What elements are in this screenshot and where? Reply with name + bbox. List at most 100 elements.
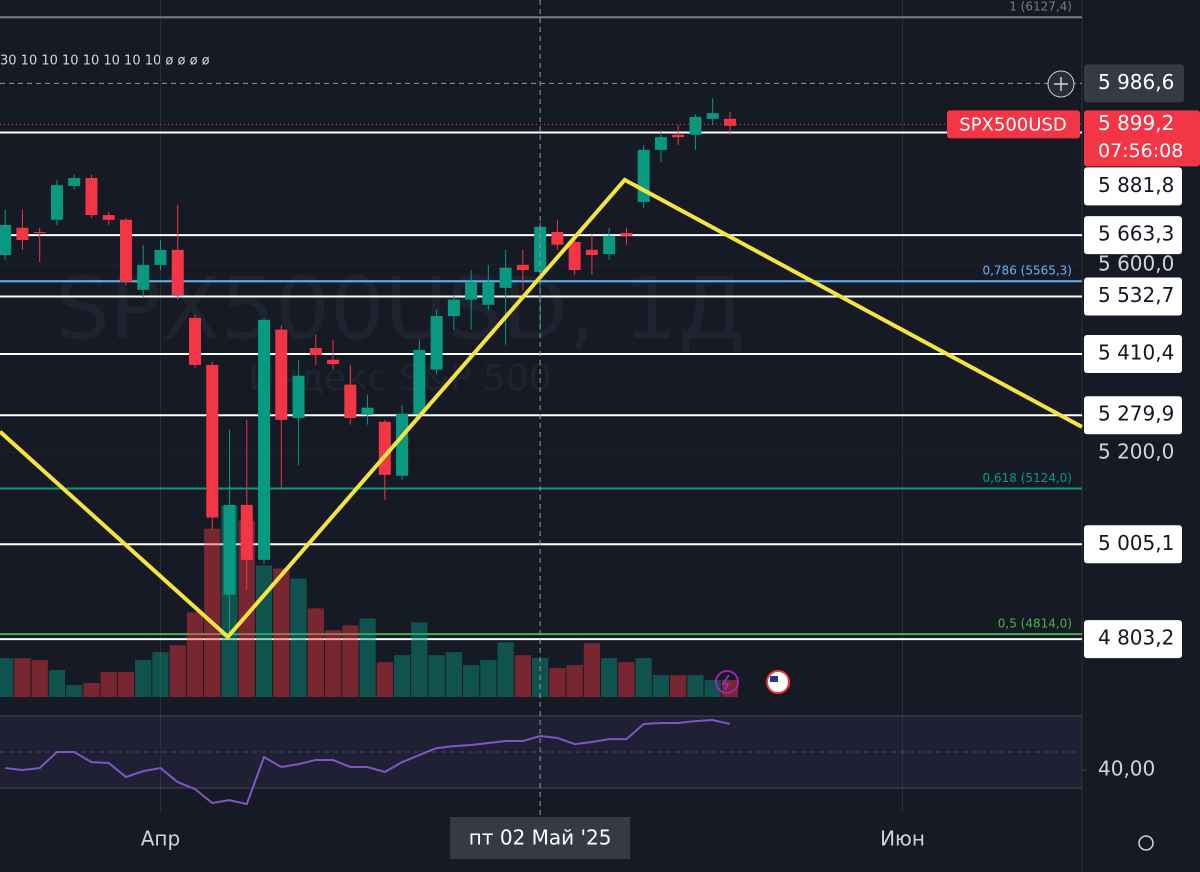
candle-body <box>465 281 478 300</box>
level-label: 5 410,4 <box>1098 340 1174 364</box>
candle-body <box>258 319 271 560</box>
candle-body <box>447 299 460 317</box>
fib-label: 1 (6127,4) <box>1009 0 1072 14</box>
candle-body <box>33 232 46 234</box>
level-label: 5 279,9 <box>1098 402 1174 426</box>
symbol-badge <box>947 110 1080 139</box>
candle-body <box>396 413 409 476</box>
volume-bar <box>255 565 273 697</box>
volume-bar <box>566 665 583 697</box>
volume-bar <box>670 675 687 697</box>
volume-bar <box>359 618 376 697</box>
candle-body <box>413 349 426 414</box>
volume-bar <box>83 683 100 697</box>
volume-bar <box>169 645 186 697</box>
candle-body <box>327 359 340 364</box>
y-tick-label: 5 600,0 <box>1098 251 1174 275</box>
volume-bar <box>100 672 117 697</box>
candle-body <box>361 407 374 415</box>
candle-body <box>534 226 547 272</box>
last-price-label: 5 899,2 <box>1098 111 1174 135</box>
volume-bar <box>411 622 428 697</box>
candle-body <box>516 264 529 271</box>
countdown-label: 07:56:08 <box>1098 140 1183 162</box>
volume-bar <box>307 608 324 697</box>
candle-body <box>430 316 443 370</box>
fib-label: 0,786 (5565,3) <box>982 264 1072 278</box>
candle-body <box>223 504 236 595</box>
level-label: 4 803,2 <box>1098 626 1174 650</box>
volume-bar <box>376 662 393 697</box>
volume-bar <box>186 612 204 697</box>
volume-bar <box>342 625 359 697</box>
level-label-box <box>1084 334 1182 373</box>
crosshair-x-label: пт 02 Май '25 <box>469 826 612 850</box>
level-label: 5 532,7 <box>1098 283 1174 307</box>
level-label-box <box>1084 277 1182 316</box>
candle-body <box>672 134 685 138</box>
candle-body <box>603 235 616 255</box>
candle-body <box>137 264 150 290</box>
volume-bar <box>117 672 135 697</box>
level-label: 5 663,3 <box>1098 222 1174 246</box>
candle-body <box>689 116 702 135</box>
level-label-box <box>1084 396 1182 435</box>
level-label: 5 005,1 <box>1098 531 1174 555</box>
volume-bar <box>583 643 601 697</box>
volume-bar <box>14 658 31 697</box>
volume-bar <box>652 675 670 697</box>
candle-body <box>499 267 512 288</box>
fib-label: 0,618 (5124,0) <box>982 471 1072 485</box>
volume-bar <box>66 685 83 697</box>
rsi-tick-label: 40,00 <box>1098 757 1155 781</box>
candle-body <box>654 137 667 150</box>
volume-bar <box>428 655 445 697</box>
candle-body <box>275 329 288 420</box>
candle-body <box>551 232 564 245</box>
volume-bar <box>152 652 169 697</box>
volume-bar <box>204 528 221 697</box>
candle-body <box>68 178 81 186</box>
volume-bar <box>324 630 342 697</box>
level-label-box <box>1084 167 1182 206</box>
zigzag-line <box>0 177 1083 640</box>
volume-bar <box>393 655 411 697</box>
candle-body <box>723 118 736 126</box>
volume-bar <box>549 668 566 697</box>
candle-body <box>16 227 29 241</box>
volume-bar <box>273 568 290 697</box>
rsi-line <box>5 718 731 806</box>
candle-body <box>585 249 598 256</box>
candle-body <box>0 224 12 256</box>
volume-bar <box>445 652 462 697</box>
volume-bar <box>462 665 480 697</box>
volume-bar <box>290 578 307 697</box>
symbol-label: SPX500USD <box>959 114 1066 135</box>
volume-bar <box>480 660 497 697</box>
fib-label: 0,5 (4814,0) <box>998 617 1072 631</box>
candle-body <box>102 215 115 220</box>
x-tick-label: Апр <box>141 827 180 851</box>
watermark-title: SPX500USD, 1Д <box>55 259 745 359</box>
crosshair-y-box <box>1084 64 1184 103</box>
candle-body <box>119 219 132 282</box>
volume-bar <box>514 655 532 697</box>
volume-bar <box>48 670 66 697</box>
volume-bar <box>687 675 704 697</box>
candle-body <box>154 249 167 265</box>
candle-body <box>344 384 357 419</box>
flag-glyph <box>770 676 778 682</box>
icons <box>715 70 1154 851</box>
lightning-icon[interactable] <box>715 670 739 694</box>
candle-body <box>206 364 219 518</box>
candle-body <box>240 504 253 560</box>
candle-body <box>85 178 98 216</box>
settings-button[interactable] <box>1138 835 1154 851</box>
candle-body <box>309 348 322 356</box>
candle-body <box>171 249 184 295</box>
y-tick-label: 5 200,0 <box>1098 439 1174 463</box>
volume-bar <box>135 660 152 697</box>
